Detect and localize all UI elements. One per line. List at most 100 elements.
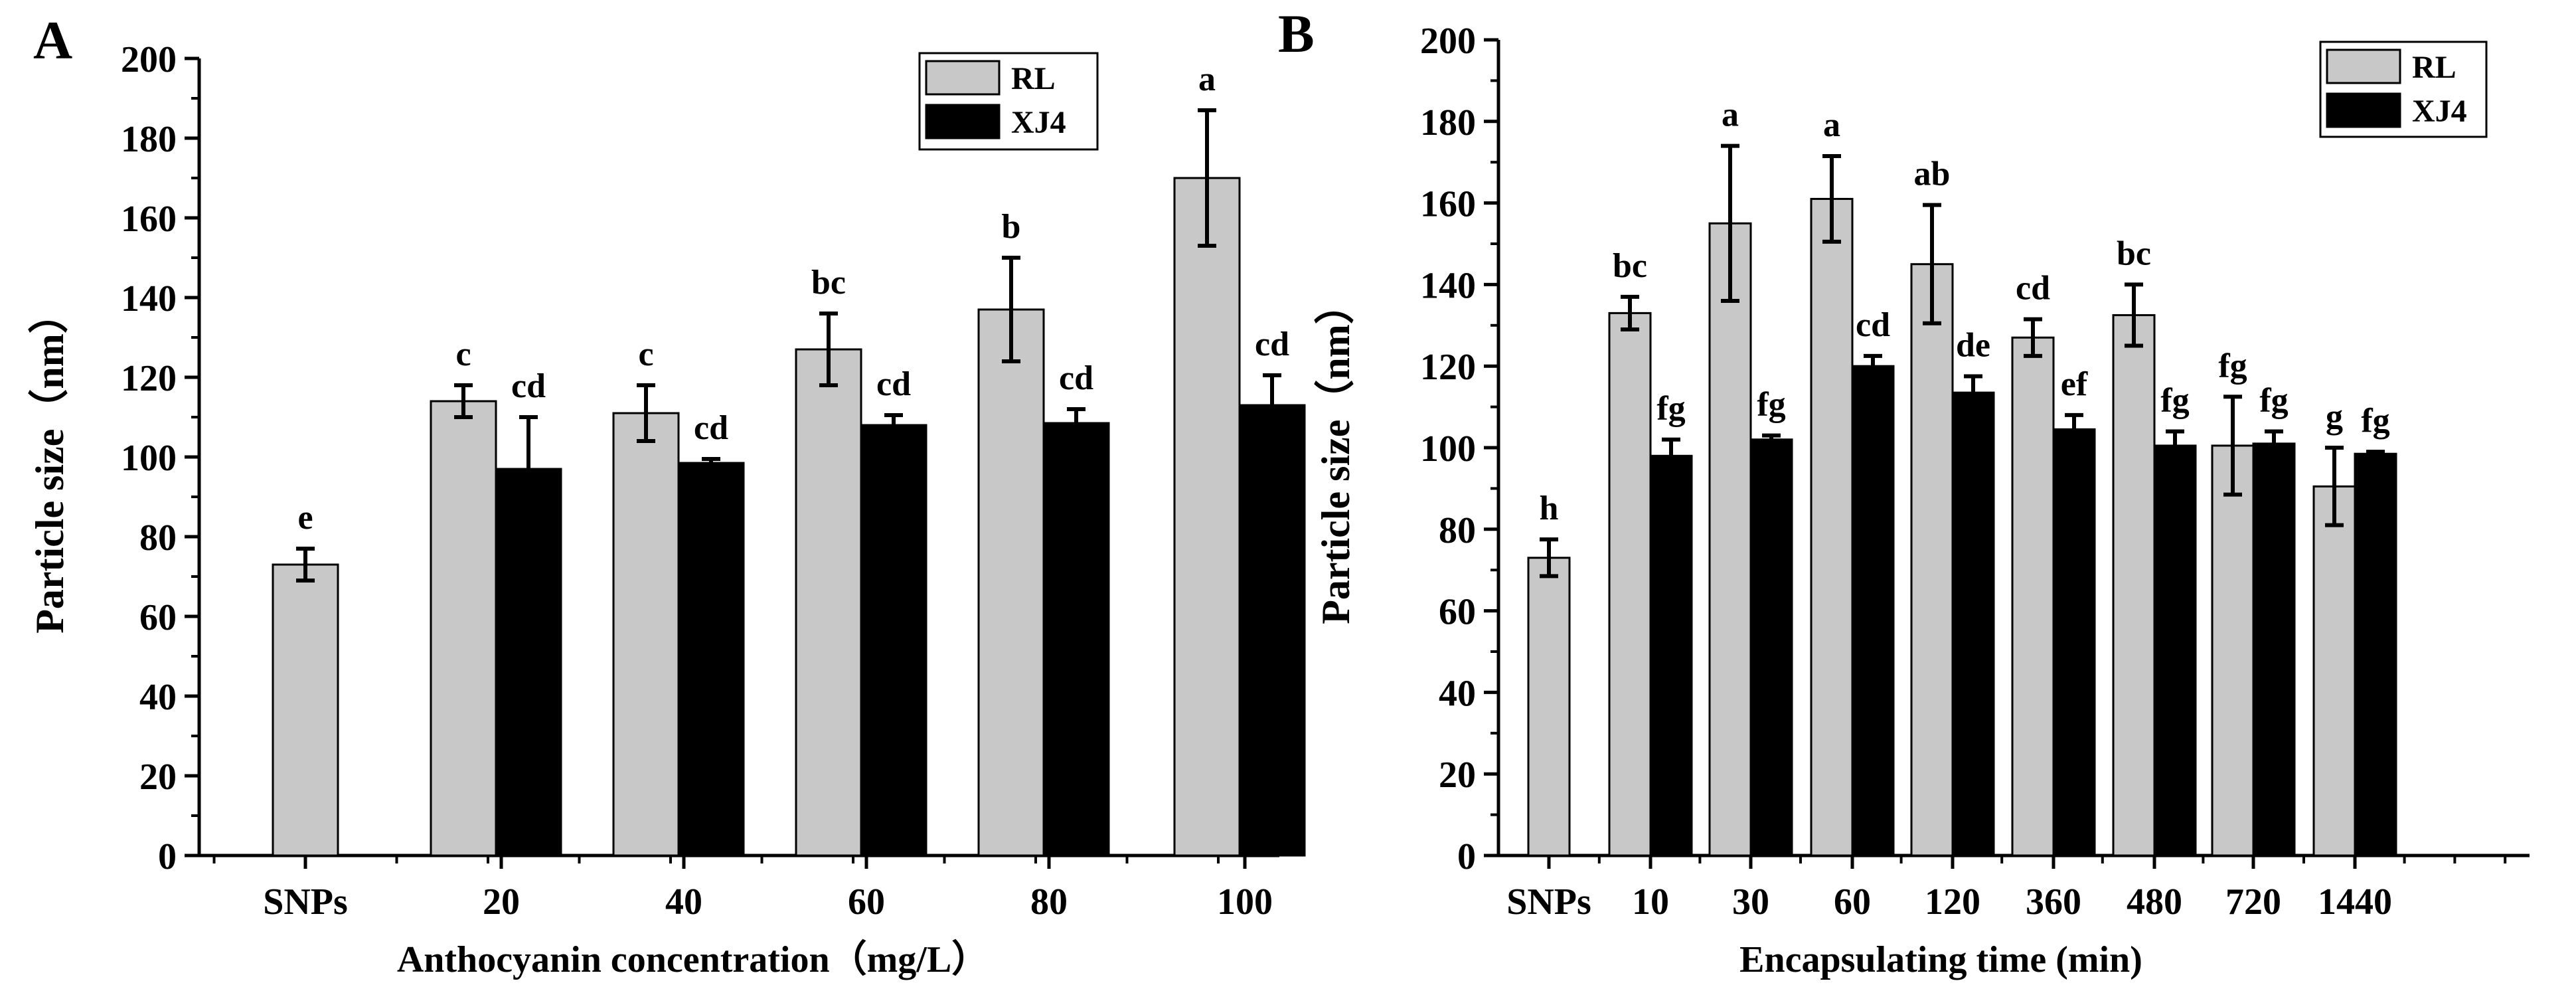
bar-xj4 (1951, 391, 1995, 857)
bar-xj4 (860, 424, 927, 857)
x-axis-title: Encapsulating time (min) (1739, 939, 2142, 980)
bar-rl (1173, 177, 1241, 857)
significance-label: ab (1914, 155, 1951, 193)
significance-label: ef (2061, 365, 2088, 403)
bar-xj4 (1851, 365, 1895, 857)
significance-label: cd (2016, 270, 2050, 308)
significance-label: g (2326, 398, 2343, 436)
legend-label: XJ4 (1011, 105, 1066, 140)
x-tick-label: 360 (2026, 881, 2081, 923)
bar-rl (977, 308, 1045, 857)
bar-rl (1810, 197, 1854, 857)
significance-label: cd (1856, 306, 1890, 344)
y-tick-label: 0 (158, 836, 177, 877)
y-axis-title: Particle size（nm） (1313, 284, 1358, 624)
legend-label: RL (2412, 50, 2456, 85)
y-tick-label: 120 (1420, 347, 1476, 388)
bar-rl (795, 348, 862, 857)
y-tick-label: 100 (121, 438, 177, 479)
significance-label: c (638, 335, 653, 373)
significance-label: de (1956, 327, 1990, 365)
bar-xj4 (1649, 454, 1693, 857)
legend-swatch-xj4 (925, 104, 1001, 139)
x-tick-label: 1440 (2318, 881, 2392, 923)
significance-label: a (1198, 60, 1216, 98)
y-tick-label: 180 (1420, 102, 1476, 143)
bar-rl (2211, 444, 2255, 857)
panel-label: A (33, 10, 72, 70)
bar-rl (1910, 263, 1954, 857)
significance-label: c (455, 335, 471, 373)
x-axis-title: Anthocyanin concentration（mg/L） (397, 939, 989, 980)
significance-label: cd (511, 367, 546, 405)
x-tick-label: 10 (1632, 881, 1669, 923)
y-tick-label: 140 (121, 278, 177, 319)
x-tick-label: SNPs (1506, 881, 1591, 923)
significance-label: fg (2361, 402, 2389, 440)
y-tick-label: 200 (121, 39, 177, 80)
y-tick-label: 160 (121, 199, 177, 240)
significance-label: fg (1757, 386, 1785, 424)
y-tick-label: 20 (139, 757, 177, 798)
y-axis-title: Particle size（nm） (27, 294, 72, 634)
significance-label: fg (2160, 381, 2189, 419)
y-tick-label: 20 (1439, 755, 1476, 796)
bar-rl (1608, 312, 1652, 857)
significance-label: h (1540, 490, 1559, 527)
significance-label: bc (1613, 247, 1647, 285)
significance-label: bc (2117, 234, 2151, 272)
x-tick-label: 60 (848, 881, 885, 923)
significance-label: a (1722, 96, 1739, 134)
chart-panel-B: B 0 20 40 60 80 100 120 140 160 180 200 SNPs 10 30 60 12… (1278, 3, 2530, 980)
x-tick-label: 60 (1834, 881, 1871, 923)
y-tick-label: 180 (121, 119, 177, 160)
significance-label: e (297, 499, 313, 537)
bar-rl (2011, 336, 2055, 857)
y-tick-label: 40 (139, 677, 177, 718)
x-tick-label: SNPs (263, 881, 348, 923)
legend-swatch-rl (925, 60, 1001, 96)
bar-rl (1527, 557, 1571, 857)
bar-rl (272, 563, 339, 857)
bar-xj4 (1238, 404, 1306, 857)
legend-swatch-xj4 (2326, 92, 2401, 128)
bar-xj4 (2153, 444, 2197, 857)
significance-label: bc (811, 264, 846, 302)
legend: RL XJ4 (2319, 41, 2488, 138)
x-tick-label: 100 (1217, 881, 1273, 923)
significance-label: cd (694, 409, 728, 447)
x-tick-label: 20 (483, 881, 520, 923)
x-tick-label: 720 (2225, 881, 2281, 923)
bar-rl (2112, 314, 2156, 857)
panel-label: B (1278, 3, 1315, 64)
significance-label: b (1002, 208, 1021, 246)
y-tick-label: 80 (1439, 510, 1476, 551)
y-tick-label: 0 (1457, 836, 1476, 877)
significance-label: fg (1656, 390, 1685, 428)
y-tick-label: 160 (1420, 184, 1476, 225)
y-tick-label: 100 (1420, 428, 1476, 470)
x-tick-label: 480 (2127, 881, 2182, 923)
bar-xj4 (495, 468, 562, 857)
legend: RL XJ4 (918, 52, 1099, 151)
significance-label: cd (1255, 325, 1289, 363)
bar-rl (1708, 222, 1752, 857)
bar-xj4 (2252, 442, 2296, 857)
y-tick-label: 60 (139, 597, 177, 638)
bar-xj4 (1749, 438, 1793, 857)
y-tick-label: 60 (1439, 592, 1476, 633)
bar-xj4 (1042, 422, 1110, 857)
significance-label: fg (2259, 381, 2288, 419)
bar-rl (2312, 485, 2356, 857)
bar-rl (430, 400, 497, 857)
legend-label: XJ4 (2412, 94, 2467, 129)
bar-xj4 (2354, 452, 2397, 857)
significance-label: fg (2218, 347, 2247, 385)
bar-xj4 (2052, 428, 2096, 857)
y-tick-label: 40 (1439, 673, 1476, 714)
y-tick-label: 120 (121, 358, 177, 399)
legend-swatch-rl (2326, 48, 2401, 84)
x-tick-label: 80 (1030, 881, 1068, 923)
y-tick-label: 80 (139, 517, 177, 559)
